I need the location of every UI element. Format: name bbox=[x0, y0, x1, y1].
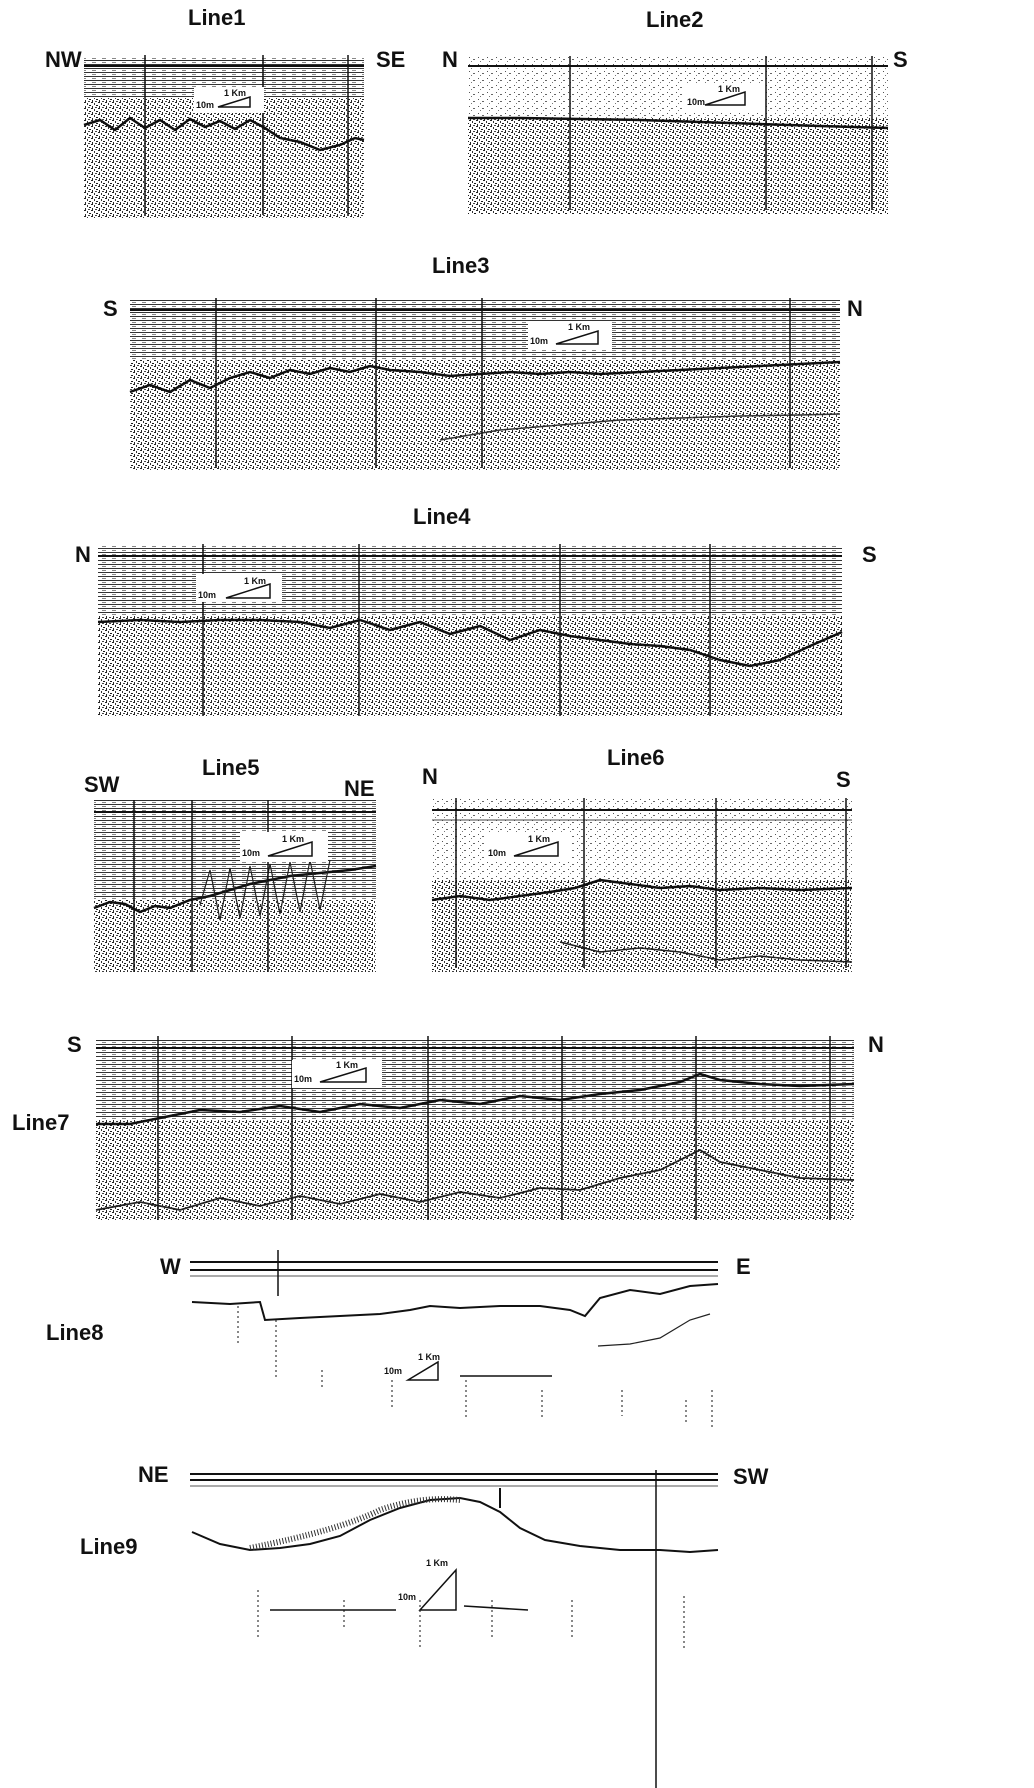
scale-indicator: 1 Km 10m bbox=[685, 83, 765, 111]
direction-label-left: N bbox=[422, 764, 438, 789]
subbottom-reflector bbox=[597, 1313, 711, 1347]
scale-indicator: 1 Km 10m bbox=[196, 574, 282, 602]
scale-bar-label: 1 Km bbox=[528, 834, 550, 844]
scale-bar-label: 1 Km bbox=[336, 1060, 358, 1070]
seabed-reflector bbox=[468, 116, 889, 130]
direction-label-right: S bbox=[836, 767, 851, 792]
seabed-reflector bbox=[431, 878, 853, 902]
panel-line3: Line3 S N 1 Km 10m bbox=[103, 253, 863, 470]
panel-line2: Line2 N S 1 Km 10m bbox=[442, 7, 908, 214]
panel-title: Line3 bbox=[432, 253, 489, 278]
direction-label-right: SE bbox=[376, 47, 405, 72]
panel-line7: Line7 S N 1 Km 10m bbox=[12, 1032, 884, 1220]
direction-label-right: S bbox=[893, 47, 908, 72]
scale-bar-label: 1 Km bbox=[426, 1558, 448, 1568]
vertical-scale-label: 10m bbox=[488, 848, 506, 858]
direction-label-left: N bbox=[442, 47, 458, 72]
scale-indicator: 1 Km 10m bbox=[292, 1060, 382, 1088]
seismic-noise-area bbox=[96, 1120, 854, 1220]
vertical-scale-label: 10m bbox=[198, 590, 216, 600]
vertical-scale-label: 10m bbox=[384, 1366, 402, 1376]
seabed-reflector bbox=[96, 1072, 855, 1126]
panel-line9: Line9 NE SW 1 Km 10m bbox=[80, 1462, 769, 1788]
direction-label-left: N bbox=[75, 542, 91, 567]
panel-title: Line8 bbox=[46, 1320, 103, 1345]
panel-title: Line6 bbox=[607, 745, 664, 770]
scale-indicator: 1 Km 10m bbox=[486, 834, 572, 862]
vertical-scale-label: 10m bbox=[242, 848, 260, 858]
panel-title: Line1 bbox=[188, 5, 245, 30]
subbottom-reflector bbox=[559, 941, 853, 963]
direction-label-right: N bbox=[847, 296, 863, 321]
panel-line5: Line5 SW NE 1 Km 10m bbox=[84, 755, 377, 972]
vertical-scale-label: 10m bbox=[294, 1074, 312, 1084]
direction-label-right: S bbox=[862, 542, 877, 567]
panel-line6: Line6 N S 1 Km 10m bbox=[422, 745, 853, 972]
seismic-noise-area bbox=[98, 616, 842, 716]
panel-line1: Line1 NW SE 1 Km 10m bbox=[45, 5, 405, 218]
scale-indicator: 1 Km 10m bbox=[194, 87, 264, 113]
scale-bar-label: 1 Km bbox=[244, 576, 266, 586]
scale-bar-label: 1 Km bbox=[282, 834, 304, 844]
seabed-reflector bbox=[93, 864, 377, 914]
water-column-reflections bbox=[94, 800, 376, 900]
water-column-reflections bbox=[96, 1040, 854, 1120]
panel-title: Line7 bbox=[12, 1110, 69, 1135]
direction-label-right: NE bbox=[344, 776, 375, 801]
seismic-noise-area bbox=[468, 118, 888, 214]
scale-bar-label: 1 Km bbox=[224, 88, 246, 98]
subbottom-reflector bbox=[95, 1148, 855, 1211]
panel-title: Line4 bbox=[413, 504, 471, 529]
vertical-scale-label: 10m bbox=[530, 336, 548, 346]
direction-label-left: W bbox=[160, 1254, 181, 1279]
direction-label-right: N bbox=[868, 1032, 884, 1057]
vertical-scale-label: 10m bbox=[398, 1592, 416, 1602]
panel-line8: Line8 W E 1 Km 10m bbox=[46, 1250, 751, 1428]
seabed-reflector bbox=[83, 116, 365, 152]
seismic-noise-area bbox=[432, 880, 852, 972]
scale-bar-label: 1 Km bbox=[718, 84, 740, 94]
scale-bar-label: 1 Km bbox=[418, 1352, 440, 1362]
track-line bbox=[463, 1605, 529, 1611]
scale-indicator: 1 Km 10m bbox=[398, 1558, 457, 1611]
panel-title: Line2 bbox=[646, 7, 703, 32]
panel-line4: Line4 N S 1 Km 10m bbox=[75, 504, 877, 716]
scale-indicator: 1 Km 10m bbox=[384, 1352, 440, 1381]
scale-indicator: 1 Km 10m bbox=[240, 832, 328, 862]
panel-title: Line5 bbox=[202, 755, 259, 780]
diffraction-hyperbolae bbox=[249, 1496, 461, 1551]
vertical-scale-label: 10m bbox=[687, 97, 705, 107]
scale-bar-label: 1 Km bbox=[568, 322, 590, 332]
direction-label-right: E bbox=[736, 1254, 751, 1279]
diffraction-hyperbolae bbox=[199, 859, 331, 921]
panel-title: Line9 bbox=[80, 1534, 137, 1559]
seismic-noise-area bbox=[130, 360, 840, 470]
direction-label-left: S bbox=[103, 296, 118, 321]
seabed-reflector bbox=[97, 618, 843, 668]
direction-label-left: NE bbox=[138, 1462, 169, 1487]
seismic-noise-area bbox=[84, 98, 364, 218]
direction-label-left: S bbox=[67, 1032, 82, 1057]
direction-label-left: SW bbox=[84, 772, 120, 797]
direction-label-right: SW bbox=[733, 1464, 769, 1489]
direction-label-left: NW bbox=[45, 47, 82, 72]
vertical-scale-label: 10m bbox=[196, 100, 214, 110]
seabed-reflector bbox=[191, 1283, 719, 1322]
scale-indicator: 1 Km 10m bbox=[528, 322, 612, 350]
